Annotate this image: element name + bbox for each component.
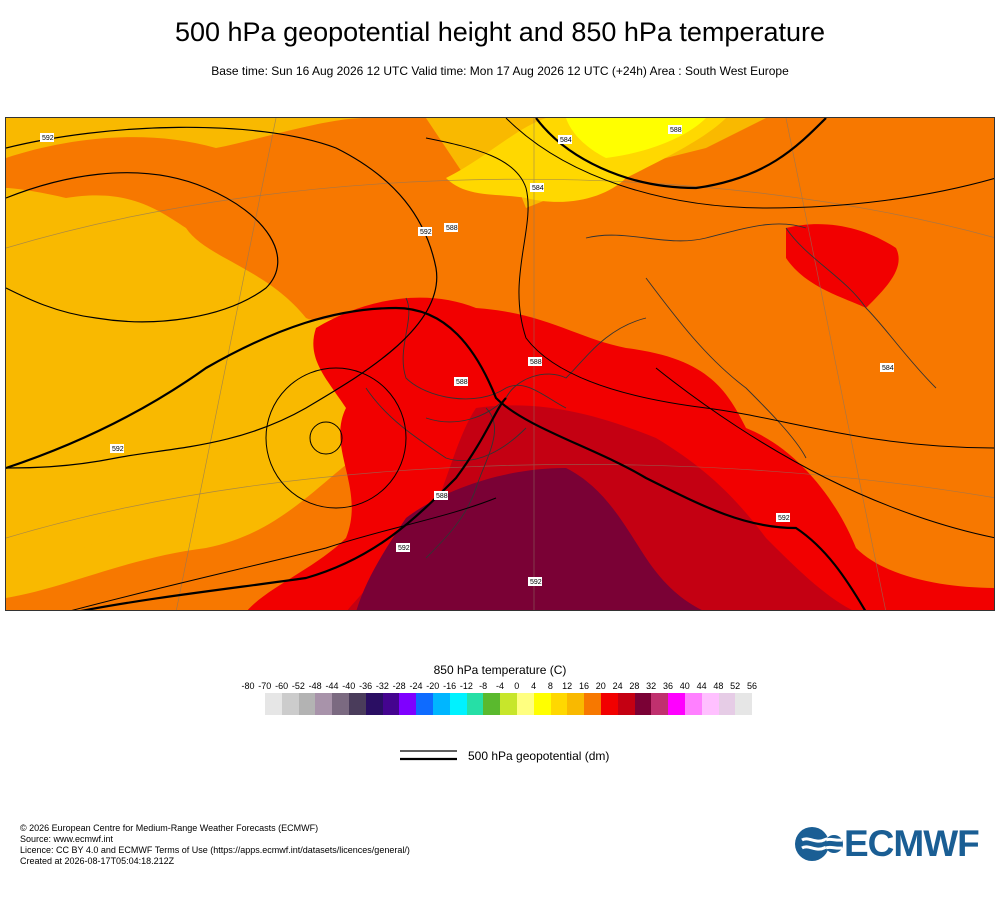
- legend-swatch: [265, 693, 282, 715]
- contour-label: 592: [112, 446, 124, 453]
- legend-tick-label: 32: [646, 681, 657, 691]
- legend-tick-label: -40: [342, 681, 356, 691]
- legend-swatch: [567, 693, 585, 715]
- legend-tick-label: -32: [375, 681, 389, 691]
- legend-swatch: [315, 693, 333, 715]
- contour-label: 592: [420, 229, 432, 236]
- licence-text: Licence: CC BY 4.0 and ECMWF Terms of Us…: [20, 845, 410, 855]
- legend-ticks: -80 -70 -60 -52 -48 -44 -40 -36 -32 -28 -24 -20 -16-…: [240, 681, 760, 693]
- contour-label: 592: [778, 515, 790, 522]
- legend-swatch: [500, 693, 517, 715]
- legend-swatch: [516, 693, 534, 715]
- weather-map[interactable]: 592 592 588 592 588 584 588 592 592 592 …: [5, 117, 995, 611]
- legend-tick-label: -52: [291, 681, 305, 691]
- contour-label: 588: [456, 379, 468, 386]
- page-subtitle: Base time: Sun 16 Aug 2026 12 UTC Valid …: [211, 64, 789, 78]
- legend-swatch: [617, 693, 635, 715]
- legend-tick-label: -12: [459, 681, 473, 691]
- created-text: Created at 2026-08-17T05:04:18.212Z: [20, 856, 175, 866]
- legend-swatch: [449, 693, 467, 715]
- legend-tick-label: 44: [696, 681, 707, 691]
- contour-label: 592: [42, 135, 54, 142]
- legend-swatch: [382, 693, 400, 715]
- legend-swatch: [348, 693, 366, 715]
- legend-swatch: [735, 693, 753, 715]
- contour-labels: 592 592 588 592 588 584 588 592 592 592 …: [40, 125, 894, 586]
- graticule: [6, 118, 994, 610]
- legend-tick-label: 8: [547, 681, 553, 691]
- contour-label: 588: [446, 225, 458, 232]
- contour-label: 592: [398, 545, 410, 552]
- legend-tick-label: 48: [713, 681, 724, 691]
- legend-tick-label: 12: [562, 681, 573, 691]
- legend-swatch: [365, 693, 383, 715]
- legend-swatch: [584, 693, 601, 715]
- legend-tick-label: -20: [426, 681, 440, 691]
- contour-label: 588: [436, 493, 448, 500]
- legend-swatch: [281, 693, 299, 715]
- legend-swatch: [483, 693, 501, 715]
- legend-tick-label: 36: [662, 681, 674, 691]
- legend-tick-label: -44: [325, 681, 339, 691]
- legend-tick-label: 56: [746, 681, 758, 691]
- legend-tick-label: 40: [679, 681, 690, 691]
- legend-tick-label: -4: [495, 681, 505, 691]
- footer: © 2026 European Centre for Medium-Range …: [20, 823, 410, 867]
- legend-swatch: [718, 693, 736, 715]
- legend-tick-label: -8: [479, 681, 488, 691]
- legend-swatch: [550, 693, 568, 715]
- legend-swatch: [533, 693, 551, 715]
- legend-tick-label: 52: [730, 681, 741, 691]
- contour-label: 588: [670, 127, 682, 134]
- legend-swatch: [684, 693, 702, 715]
- coastlines: [365, 223, 937, 559]
- legend-swatch: [399, 693, 417, 715]
- ecmwf-logo: ECMWF: [794, 823, 984, 864]
- ecmwf-logo-text: ECMWF: [844, 823, 980, 864]
- legend-swatch: [701, 693, 719, 715]
- legend-tick-label: -16: [443, 681, 457, 691]
- geopotential-legend-line: [400, 750, 457, 761]
- legend-tick-label: 24: [612, 681, 623, 691]
- legend-swatch: [466, 693, 484, 715]
- legend-tick-label: -60: [275, 681, 289, 691]
- legend-swatch: [668, 693, 685, 715]
- source-text: Source: www.ecmwf.int: [20, 834, 114, 844]
- legend-tick-label: -36: [359, 681, 373, 691]
- legend-swatch: [432, 693, 450, 715]
- temp-region-24-east: [786, 224, 899, 308]
- legend-tick-label: 28: [629, 681, 640, 691]
- legend-swatch: [651, 693, 669, 715]
- page-title: 500 hPa geopotential height and 850 hPa …: [174, 17, 825, 47]
- geopotential-legend-label: 500 hPa geopotential (dm): [468, 749, 610, 763]
- contour-label: 584: [532, 185, 544, 192]
- ecmwf-logo-icon: [795, 827, 843, 861]
- legend-tick-label: 16: [578, 681, 590, 691]
- contour-label: 584: [560, 137, 572, 144]
- legend-tick-label: -80: [241, 681, 255, 691]
- contour-label: 588: [530, 359, 542, 366]
- legend-tick-label: 4: [531, 681, 537, 691]
- legend-swatch: [332, 693, 349, 715]
- legend-tick-label: -70: [258, 681, 272, 691]
- legend-colorbar: [265, 693, 753, 715]
- geopotential-contours: [6, 118, 994, 610]
- legend-tick-label: 0: [514, 681, 520, 691]
- legend-tick-label: -28: [392, 681, 406, 691]
- contour-label: 584: [882, 365, 894, 372]
- temp-region-16-west: [6, 270, 276, 573]
- copyright-text: © 2026 European Centre for Medium-Range …: [20, 823, 319, 833]
- legend-tick-label: 20: [595, 681, 606, 691]
- contour-label: 592: [530, 579, 542, 586]
- legend-swatch: [298, 693, 316, 715]
- legend-swatch: [634, 693, 652, 715]
- legend-swatch: [600, 693, 618, 715]
- legend-tick-label: -48: [308, 681, 322, 691]
- legend-tick-label: -24: [409, 681, 423, 691]
- legend-title: 850 hPa temperature (C): [433, 663, 567, 677]
- temp-region-32: [356, 468, 702, 610]
- legend-swatch: [416, 693, 433, 715]
